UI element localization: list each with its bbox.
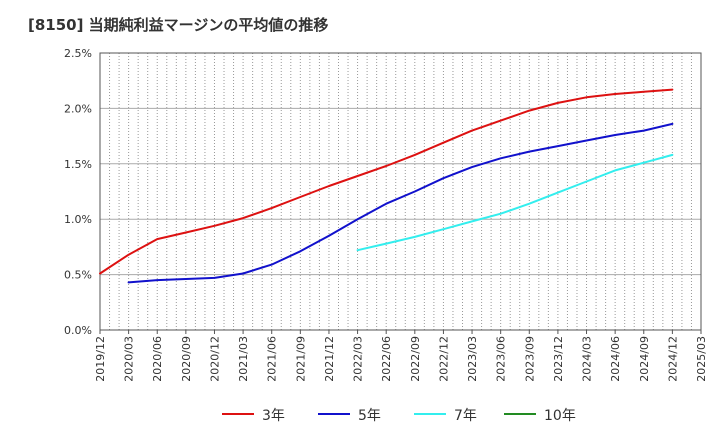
legend-label: 10年 <box>544 408 576 424</box>
y-tick-label: 1.0% <box>64 213 92 226</box>
legend: 3年 5年 7年 10年 <box>0 402 720 428</box>
x-tick-label: 2021/09 <box>294 336 307 382</box>
legend-label: 7年 <box>454 408 477 424</box>
x-tick-label: 2020/03 <box>123 336 136 382</box>
x-tick-label: 2023/06 <box>495 336 508 382</box>
y-tick-label: 2.0% <box>64 102 92 115</box>
x-tick-label: 2024/03 <box>581 336 594 382</box>
x-tick-label: 2019/12 <box>94 336 107 382</box>
y-tick-label: 2.5% <box>64 47 92 60</box>
x-tick-label: 2021/12 <box>323 336 336 382</box>
x-tick-label: 2024/09 <box>638 336 651 382</box>
legend-swatch <box>222 413 254 415</box>
x-tick-label: 2022/12 <box>437 336 450 382</box>
x-tick-label: 2022/06 <box>380 336 393 382</box>
x-tick-label: 2024/12 <box>666 336 679 382</box>
series-line-7年 <box>356 153 674 252</box>
x-tick-label: 2022/09 <box>409 336 422 382</box>
y-tick-label: 1.5% <box>64 158 92 171</box>
x-tick-label: 2023/12 <box>552 336 565 382</box>
plot-area <box>100 53 701 330</box>
legend-swatch <box>414 413 446 415</box>
legend-label: 3年 <box>262 408 285 424</box>
x-tick-label: 2020/09 <box>180 336 193 382</box>
x-tick-label: 2022/03 <box>352 336 365 382</box>
legend-swatch <box>318 413 350 415</box>
x-tick-label: 2023/09 <box>523 336 536 382</box>
series-line-3年 <box>99 88 674 275</box>
legend-swatch <box>504 413 536 415</box>
x-tick-label: 2024/06 <box>609 336 622 382</box>
chart-title: [8150] 当期純利益マージンの平均値の推移 <box>28 16 329 34</box>
x-tick-label: 2020/12 <box>208 336 221 382</box>
y-tick-label: 0.0% <box>64 324 92 337</box>
x-tick-label: 2021/03 <box>237 336 250 382</box>
series-line-5年 <box>127 122 674 284</box>
plot-frame <box>99 52 702 331</box>
x-tick-label: 2023/03 <box>466 336 479 382</box>
x-tick-label: 2020/06 <box>151 336 164 382</box>
x-tick-label: 2021/06 <box>266 336 279 382</box>
x-tick-label: 2025/03 <box>695 336 708 382</box>
y-tick-label: 0.5% <box>64 269 92 282</box>
legend-label: 5年 <box>358 408 381 424</box>
